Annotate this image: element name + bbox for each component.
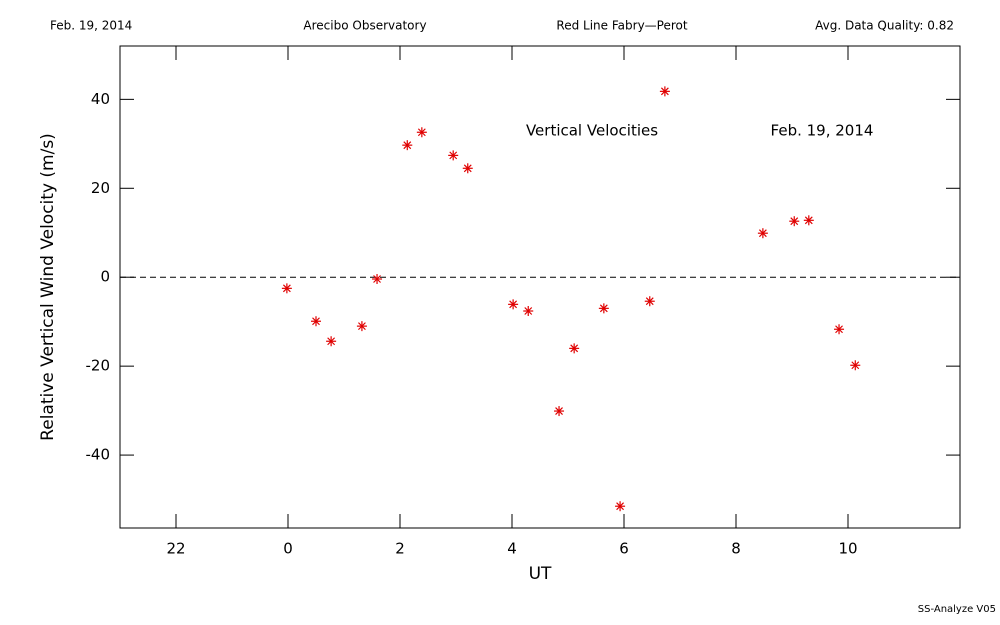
x-tick-label: 2 <box>395 540 405 558</box>
point <box>523 306 534 317</box>
point <box>615 501 626 512</box>
point <box>850 360 861 371</box>
point <box>462 163 473 174</box>
point <box>508 299 519 310</box>
point-stroke <box>509 300 518 309</box>
point <box>356 321 367 332</box>
point-stroke <box>555 407 563 415</box>
point-stroke <box>851 361 860 370</box>
footer: SS-Analyze V05 <box>918 604 996 615</box>
point-stroke <box>449 151 458 160</box>
point <box>402 140 413 151</box>
point-stroke <box>599 304 608 313</box>
x-tick-label: 8 <box>731 540 741 558</box>
point-stroke <box>463 164 472 173</box>
annotation: Vertical Velocities <box>526 122 658 140</box>
plot-frame <box>119 45 961 529</box>
x-axis-label: UT <box>529 564 552 584</box>
y-tick-label: 0 <box>100 268 110 286</box>
point <box>416 127 427 138</box>
point <box>789 216 800 227</box>
x-tick-label: 4 <box>507 540 517 558</box>
point <box>326 336 337 347</box>
y-tick-label: -20 <box>86 357 111 375</box>
point <box>834 324 845 335</box>
x-tick-label: 10 <box>838 540 857 558</box>
header-quality: Avg. Data Quality: 0.82 <box>815 19 954 33</box>
point-stroke <box>570 344 579 353</box>
point <box>281 283 292 294</box>
point <box>554 406 565 417</box>
header-date: Feb. 19, 2014 <box>50 19 132 33</box>
point-stroke <box>357 322 366 331</box>
header-instrument: Red Line Fabry—Perot <box>556 19 687 33</box>
point-stroke <box>645 297 654 306</box>
point <box>598 303 609 314</box>
y-tick-label: -40 <box>86 446 111 464</box>
point-stroke <box>616 502 625 511</box>
point-stroke <box>417 128 426 137</box>
point <box>448 150 459 161</box>
y-axis-label: Relative Vertical Wind Velocity (m/s) <box>38 133 58 441</box>
point <box>659 86 670 97</box>
x-tick-label: 22 <box>166 540 185 558</box>
point-stroke <box>403 141 412 150</box>
header-site: Arecibo Observatory <box>303 19 426 33</box>
x-tick-label: 0 <box>283 540 293 558</box>
point-stroke <box>312 317 320 326</box>
point <box>757 228 768 239</box>
point-stroke <box>524 307 533 315</box>
point <box>372 273 383 284</box>
annotation: Feb. 19, 2014 <box>771 122 874 140</box>
y-tick-label: 40 <box>91 90 110 108</box>
point <box>311 316 321 327</box>
point <box>803 215 814 226</box>
point-stroke <box>282 284 291 293</box>
point-stroke <box>660 87 669 96</box>
point-stroke <box>373 275 381 283</box>
point-stroke <box>835 325 843 334</box>
point-stroke <box>790 217 799 226</box>
point <box>644 296 655 307</box>
point-stroke <box>758 229 767 238</box>
y-tick-label: 20 <box>91 179 110 197</box>
point-stroke <box>327 337 336 346</box>
point <box>569 343 580 354</box>
x-tick-label: 6 <box>619 540 629 558</box>
point-stroke <box>804 216 813 225</box>
